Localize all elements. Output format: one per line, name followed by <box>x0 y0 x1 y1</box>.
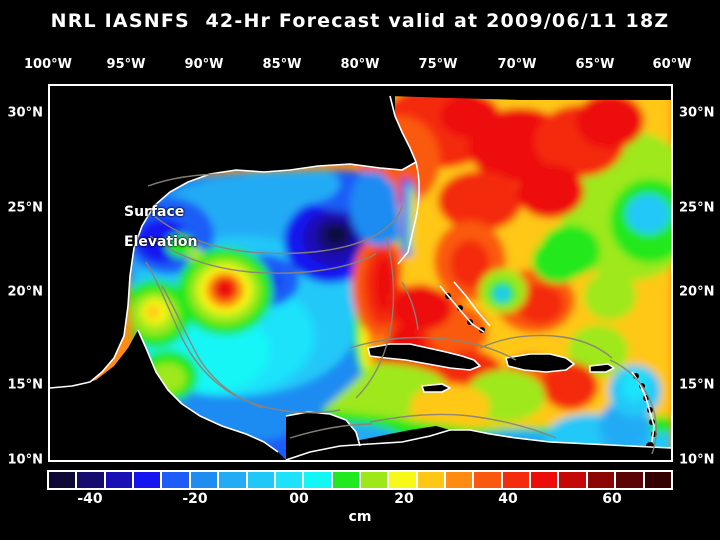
colorbar-cell <box>246 472 275 488</box>
colorbar-tick-60: 60 <box>602 491 622 507</box>
colorbar-cell <box>586 472 616 488</box>
colorbar-cell <box>473 472 502 488</box>
colorbar-cell <box>530 472 559 488</box>
map-plot-area[interactable]: Surface Elevation <box>48 84 673 462</box>
colorbar-cell <box>274 472 304 488</box>
colorbar-cell <box>49 472 77 488</box>
colorbar-cell <box>359 472 389 488</box>
colorbar-cell <box>133 472 162 488</box>
colorbar[interactable] <box>47 470 673 490</box>
lat-tick-30n-left: 30°N <box>7 105 43 121</box>
colorbar-unit-label: cm <box>348 509 372 525</box>
lon-tick-75w: 75°W <box>418 57 458 72</box>
lat-tick-30n-right: 30°N <box>679 105 715 121</box>
lat-tick-15n-right: 15°N <box>679 377 715 393</box>
lon-tick-80w: 80°W <box>340 57 380 72</box>
lon-tick-60w: 60°W <box>652 57 692 72</box>
colorbar-cell <box>615 472 644 488</box>
annotation-elevation: Elevation <box>124 234 198 250</box>
lon-tick-70w: 70°W <box>497 57 537 72</box>
lat-tick-15n-left: 15°N <box>7 377 43 393</box>
lat-tick-20n-left: 20°N <box>7 284 43 300</box>
colorbar-tick-neg20: -20 <box>182 491 208 507</box>
colorbar-cell <box>161 472 190 488</box>
page-title: NRL IASNFS 42-Hr Forecast valid at 2009/… <box>50 10 670 32</box>
colorbar-cell <box>445 472 474 488</box>
colorbar-cell <box>303 472 332 488</box>
colorbar-cell <box>218 472 247 488</box>
colorbar-cell <box>104 472 134 488</box>
lat-tick-10n-right: 10°N <box>679 452 715 468</box>
lon-tick-95w: 95°W <box>106 57 146 72</box>
lon-tick-85w: 85°W <box>262 57 302 72</box>
colorbar-cell <box>416 472 446 488</box>
colorbar-tick-00: 00 <box>289 491 309 507</box>
colorbar-cell <box>501 472 531 488</box>
lat-tick-10n-left: 10°N <box>7 452 43 468</box>
lat-tick-25n-right: 25°N <box>679 200 715 216</box>
lon-tick-65w: 65°W <box>575 57 615 72</box>
sea-surface-elevation-field <box>50 86 671 460</box>
annotation-surface: Surface <box>124 204 185 220</box>
colorbar-tick-20: 20 <box>394 491 414 507</box>
colorbar-tick-neg40: -40 <box>77 491 103 507</box>
colorbar-cell <box>76 472 105 488</box>
lat-tick-25n-left: 25°N <box>7 200 43 216</box>
colorbar-cell <box>189 472 219 488</box>
lat-tick-20n-right: 20°N <box>679 284 715 300</box>
colorbar-cell <box>388 472 417 488</box>
colorbar-tick-40: 40 <box>498 491 518 507</box>
colorbar-cell <box>331 472 360 488</box>
colorbar-cell <box>643 472 671 488</box>
lon-tick-100w: 100°W <box>24 57 72 72</box>
lon-tick-90w: 90°W <box>184 57 224 72</box>
colorbar-cell <box>558 472 587 488</box>
